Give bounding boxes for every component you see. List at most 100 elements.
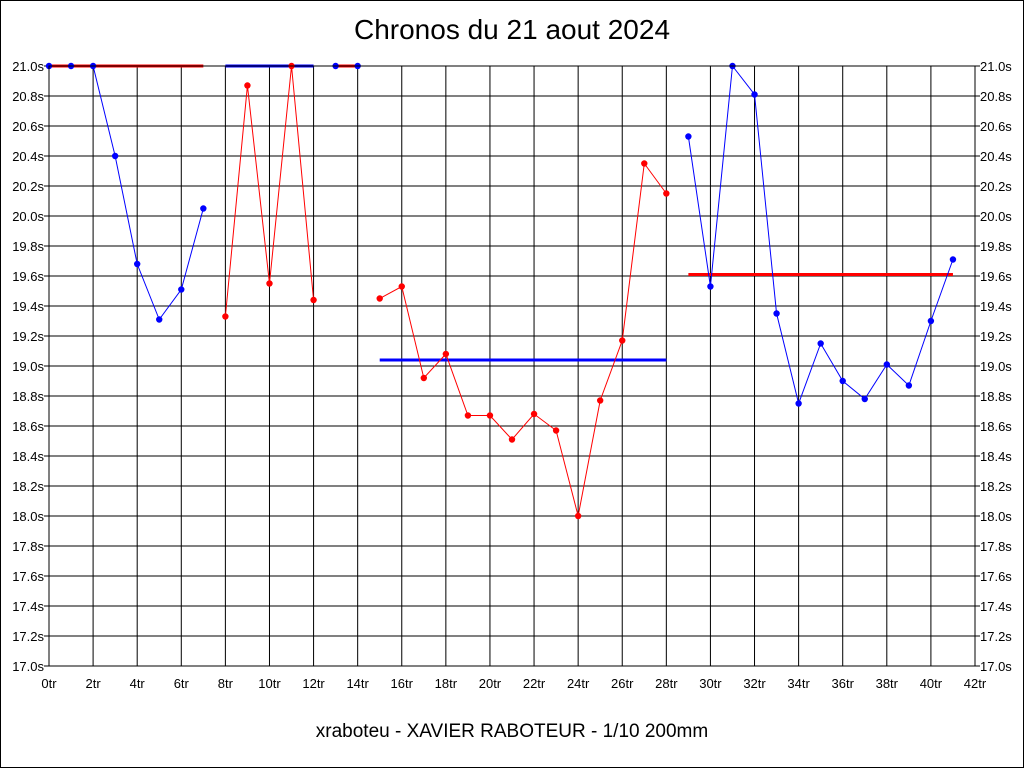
- series-line: [49, 65, 204, 321]
- x-tick-label: 42tr: [964, 676, 987, 691]
- y-tick-label-right: 18.8s: [980, 389, 1012, 404]
- x-tick-label: 12tr: [302, 676, 325, 691]
- y-tick-label-right: 18.4s: [980, 449, 1012, 464]
- data-point: [883, 361, 891, 368]
- y-tick-label-right: 18.2s: [980, 479, 1012, 494]
- y-tick-label-left: 17.6s: [12, 569, 44, 584]
- x-tick-label: 16tr: [391, 676, 414, 691]
- chart-title: Chronos du 21 aout 2024: [353, 14, 671, 45]
- data-point: [817, 340, 824, 347]
- data-point: [795, 400, 802, 407]
- x-tick-label: 2tr: [86, 676, 102, 691]
- x-tick-label: 10tr: [258, 676, 281, 691]
- x-tick-label: 38tr: [876, 676, 899, 691]
- y-tick-label-left: 21.0s: [12, 59, 44, 74]
- y-tick-label-left: 18.8s: [12, 389, 44, 404]
- y-tick-label-left: 20.0s: [12, 209, 44, 224]
- data-point: [663, 190, 670, 197]
- series-line: [379, 162, 667, 517]
- y-tick-label-right: 20.6s: [980, 119, 1012, 134]
- data-point: [266, 280, 273, 287]
- data-point: [133, 260, 141, 268]
- series-line: [687, 64, 954, 406]
- tick-labels: 0tr 2tr 4tr 6tr 8tr 10tr 12tr 14tr 16tr 18tr 20tr 2…: [12, 59, 1012, 691]
- x-tick-label: 40tr: [920, 676, 943, 691]
- y-tick-label-right: 17.0s: [980, 659, 1012, 674]
- data-point: [530, 410, 538, 418]
- y-tick-label-left: 17.0s: [12, 659, 44, 674]
- data-points: [45, 62, 957, 520]
- y-tick-label-left: 19.2s: [12, 329, 44, 344]
- y-tick-label-left: 20.8s: [12, 89, 44, 104]
- data-point: [442, 350, 450, 358]
- x-tick-label: 18tr: [435, 676, 458, 691]
- x-tick-label: 14tr: [346, 676, 369, 691]
- y-tick-label-right: 19.2s: [980, 329, 1012, 344]
- y-tick-label-right: 17.8s: [980, 539, 1012, 554]
- x-tick-label: 22tr: [523, 676, 546, 691]
- y-tick-label-right: 17.4s: [980, 599, 1012, 614]
- data-point: [244, 82, 251, 89]
- y-tick-label-right: 21.0s: [980, 59, 1012, 74]
- data-point: [420, 374, 428, 382]
- y-tick-label-left: 18.4s: [12, 449, 44, 464]
- y-tick-label-right: 19.0s: [980, 359, 1012, 374]
- y-tick-label-right: 17.6s: [980, 569, 1012, 584]
- data-point: [486, 412, 494, 419]
- data-point: [398, 283, 405, 290]
- data-point: [464, 412, 472, 419]
- data-point: [222, 313, 229, 320]
- data-point: [111, 152, 119, 160]
- x-tick-label: 32tr: [743, 676, 766, 691]
- grid: [44, 65, 980, 667]
- y-tick-label-left: 18.6s: [12, 419, 44, 434]
- data-point: [707, 283, 714, 290]
- x-tick-label: 20tr: [479, 676, 502, 691]
- chart-footer: xraboteu - XAVIER RABOTEUR - 1/10 200mm: [315, 721, 709, 742]
- x-tick-label: 30tr: [699, 676, 722, 691]
- x-tick-label: 24tr: [567, 676, 590, 691]
- data-point: [685, 133, 692, 140]
- data-point: [310, 296, 317, 304]
- y-tick-label-right: 18.6s: [980, 419, 1012, 434]
- data-point: [376, 295, 383, 302]
- data-point: [156, 316, 163, 323]
- x-tick-label: 0tr: [41, 676, 57, 691]
- data-point: [949, 256, 957, 263]
- x-tick-label: 6tr: [174, 676, 190, 691]
- y-tick-label-right: 19.6s: [980, 269, 1012, 284]
- x-tick-label: 26tr: [611, 676, 634, 691]
- data-point: [839, 377, 846, 385]
- y-tick-label-right: 17.2s: [980, 629, 1012, 644]
- x-tick-label: 28tr: [655, 676, 678, 691]
- data-point: [552, 427, 560, 434]
- x-tick-label: 34tr: [787, 676, 810, 691]
- x-tick-label: 8tr: [218, 676, 234, 691]
- data-point: [596, 397, 604, 404]
- data-point: [773, 310, 780, 317]
- data-point: [508, 436, 516, 443]
- y-tick-label-right: 18.0s: [980, 509, 1012, 524]
- y-tick-label-right: 20.8s: [980, 89, 1012, 104]
- y-tick-label-right: 20.0s: [980, 209, 1012, 224]
- data-point: [927, 317, 935, 325]
- y-tick-label-left: 19.8s: [12, 239, 44, 254]
- y-tick-label-left: 19.6s: [12, 269, 44, 284]
- data-point: [751, 91, 758, 98]
- y-tick-label-right: 20.2s: [980, 179, 1012, 194]
- x-tick-label: 36tr: [832, 676, 855, 691]
- data-point: [178, 286, 185, 293]
- y-tick-label-right: 20.4s: [980, 149, 1012, 164]
- series-lines: [49, 64, 954, 517]
- y-tick-label-right: 19.8s: [980, 239, 1012, 254]
- data-point: [200, 205, 207, 212]
- data-point: [641, 160, 648, 167]
- plot-border: [48, 65, 976, 667]
- x-tick-label: 4tr: [130, 676, 146, 691]
- y-tick-label-left: 18.0s: [12, 509, 44, 524]
- y-tick-label-left: 20.2s: [12, 179, 44, 194]
- y-tick-label-left: 17.8s: [12, 539, 44, 554]
- y-tick-label-left: 20.6s: [12, 119, 44, 134]
- data-point: [905, 382, 913, 389]
